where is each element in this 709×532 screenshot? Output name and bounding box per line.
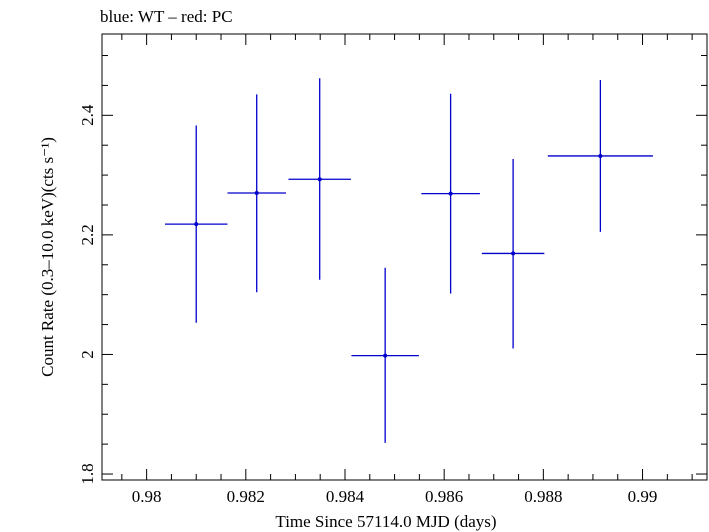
x-tick-label: 0.982 [227,487,265,506]
x-axis-ticks [121,34,693,480]
chart-title: blue: WT – red: PC [100,7,233,26]
x-tick-label: 0.98 [132,487,162,506]
x-tick-label: 0.986 [425,487,463,506]
data-point [511,251,516,256]
x-tick-label: 0.988 [524,487,562,506]
x-axis-label: Time Since 57114.0 MJD (days) [275,512,496,531]
y-axis-tick-labels: 1.8 2 2.2 2.4 [78,104,97,484]
y-tick-label: 2.2 [78,224,97,245]
y-tick-label: 1.8 [78,463,97,484]
data-point [317,177,322,182]
data-point [194,222,199,227]
data-point [254,191,259,196]
y-tick-label: 2.4 [78,104,97,126]
x-tick-label: 0.99 [628,487,658,506]
x-tick-label: 0.984 [326,487,365,506]
y-axis-ticks [102,55,707,475]
data-point [598,153,603,158]
x-axis-tick-labels: 0.98 0.982 0.984 0.986 0.988 0.99 [132,487,658,506]
data-point [448,191,453,196]
y-axis-label: Count Rate (0.3–10.0 keV)(cts s⁻¹) [38,137,57,377]
plot-frame [101,33,708,481]
y-tick-label: 2 [78,350,97,359]
data-series-wt [164,78,653,443]
data-point [383,353,388,358]
